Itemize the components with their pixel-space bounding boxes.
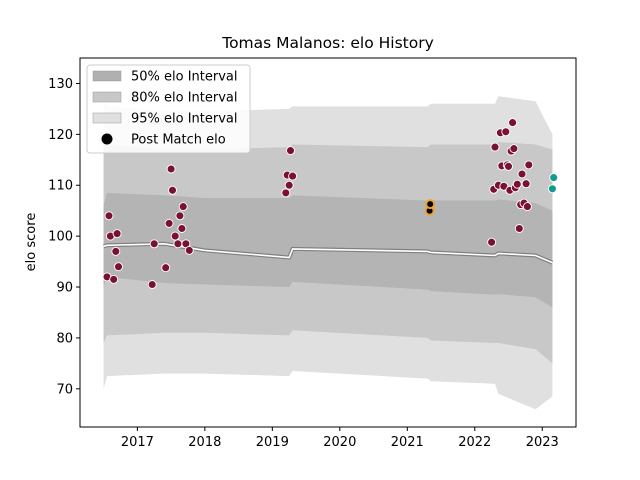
y-tick-label: 70 [56, 382, 73, 397]
legend-box [86, 64, 251, 154]
legend-label: 80% elo Interval [131, 91, 238, 106]
data-point [109, 274, 119, 284]
data-point [112, 229, 122, 239]
data-point [170, 231, 180, 241]
y-tick-label: 80 [56, 331, 73, 346]
data-point [286, 146, 295, 156]
data-point [184, 245, 194, 255]
data-point [490, 142, 500, 152]
data-point [161, 263, 171, 273]
data-point [504, 161, 513, 171]
y-tick-label: 110 [48, 179, 73, 194]
data-point [166, 164, 176, 174]
data-point [175, 211, 185, 221]
legend-marker [101, 133, 113, 145]
data-point [487, 237, 497, 247]
x-tick-label: 2018 [188, 435, 221, 450]
post-match-points [102, 118, 559, 289]
data-point [173, 239, 183, 249]
y-tick-label: 90 [56, 281, 73, 296]
data-point [549, 173, 559, 183]
legend-label: 50% elo Interval [131, 70, 238, 85]
data-point [547, 184, 557, 194]
x-tick-label: 2021 [391, 435, 424, 450]
data-point [521, 179, 531, 189]
legend-label: Post Match elo [131, 133, 226, 148]
data-point [524, 160, 534, 170]
y-axis: 70 80 90 100 110 120 130 [48, 77, 80, 397]
y-tick-label: 100 [48, 230, 73, 245]
legend-swatch [92, 70, 122, 82]
data-point [104, 211, 114, 221]
data-point [522, 202, 532, 212]
data-point [509, 144, 519, 154]
data-point [147, 280, 157, 289]
data-point [149, 239, 159, 249]
data-point [512, 179, 522, 189]
y-tick-label: 120 [48, 128, 73, 143]
data-point [501, 127, 511, 137]
data-point [499, 181, 509, 191]
data-point [178, 202, 188, 212]
x-tick-label: 2017 [121, 435, 154, 450]
data-point [284, 180, 294, 190]
legend-label: 95% elo Interval [131, 112, 238, 127]
data-point [517, 169, 527, 179]
x-tick-label: 2023 [526, 435, 559, 450]
legend-swatch [92, 91, 122, 103]
x-tick-label: 2020 [323, 435, 356, 450]
chart-title: Tomas Malanos: elo History [221, 34, 434, 52]
plot-frame [79, 57, 577, 428]
data-point [111, 246, 121, 256]
legend: 50% elo Interval 80% elo Interval 95% elo … [86, 64, 251, 154]
data-point [514, 224, 524, 233]
x-axis: 2017 2018 2019 2020 2021 2022 2023 [121, 427, 559, 450]
data-point [288, 171, 298, 181]
data-point [281, 188, 291, 198]
data-point [168, 185, 177, 195]
data-point [177, 224, 187, 233]
y-tick-label: 130 [48, 77, 73, 92]
data-point [508, 118, 518, 128]
data-point [164, 218, 174, 228]
legend-swatch [92, 112, 122, 124]
y-axis-label: elo score [24, 213, 39, 272]
x-tick-label: 2019 [256, 435, 289, 450]
data-point [425, 199, 436, 210]
data-point [114, 262, 123, 272]
x-tick-label: 2022 [458, 435, 491, 450]
